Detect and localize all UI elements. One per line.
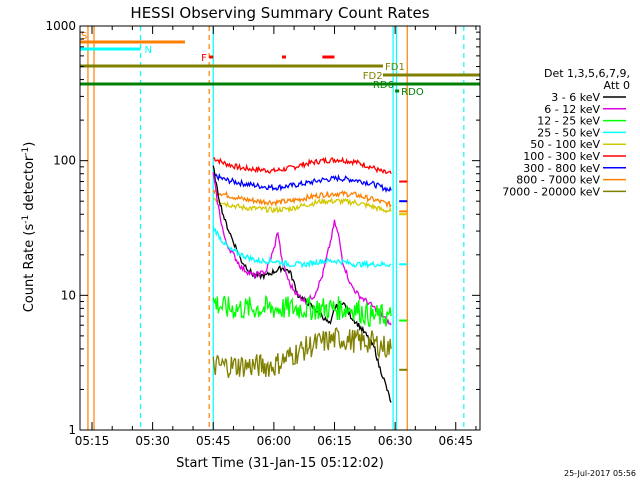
y-tick-label: 10 [61, 288, 76, 302]
state-bar-label: FD1 [385, 62, 405, 73]
legend-entry-label: 100 - 300 keV [523, 150, 600, 163]
y-tick-label: 100 [53, 154, 76, 168]
series-line [212, 171, 392, 194]
y-axis-label-main: Count Rate (s [22, 224, 37, 313]
legend-entry-label: 800 - 7000 keV [516, 174, 600, 187]
series-line [213, 156, 392, 175]
y-tick-label: 1 [68, 423, 76, 437]
series-line [212, 196, 392, 214]
x-tick-label: 05:15 [75, 434, 110, 448]
legend-entry-label: 300 - 800 keV [523, 162, 600, 175]
state-bar-label: FD2 [363, 71, 383, 82]
state-bar-label: RDO [401, 87, 424, 98]
x-tick-label: 05:30 [135, 434, 170, 448]
series-line [212, 189, 392, 209]
legend-entry-label: 6 - 12 keV [544, 103, 600, 116]
plot-area [87, 26, 465, 430]
plot-frame [79, 25, 481, 431]
state-bar-label: S [81, 31, 87, 42]
series-line [212, 294, 392, 327]
legend-header-line2: Att 0 [604, 79, 630, 92]
x-tick-label: 06:45 [438, 434, 473, 448]
y-axis-label-end: ) [22, 142, 37, 147]
x-axis-label: Start Time (31-Jan-15 05:12:02) [176, 456, 384, 471]
series-layer [212, 156, 408, 403]
state-bar-label: RD6 [373, 80, 394, 91]
axes-layer: 05:15 05:30 05:45 06:00 06:15 06:30 06:45 1 10 10… [45, 19, 481, 448]
series-line [212, 327, 392, 378]
x-tick-label: 06:30 [378, 434, 413, 448]
series-line [212, 165, 392, 403]
legend-entry-label: 12 - 25 keV [537, 115, 600, 128]
legend-entry-label: 50 - 100 keV [530, 138, 600, 151]
y-axis-label: Count Rate (s-1 detector-1) [21, 142, 37, 313]
y-axis-label-sup2: -1 [21, 147, 31, 156]
state-bar-label: F [201, 53, 207, 64]
legend-entry-label: 25 - 50 keV [537, 126, 600, 139]
legend-entry-label: 3 - 6 keV [551, 91, 600, 104]
y-axis-label-sup1: -1 [21, 215, 31, 224]
y-axis-label-mid: detector [22, 155, 37, 215]
legend-entry-label: 7000 - 20000 keV [502, 185, 600, 198]
x-tick-label: 05:45 [196, 434, 231, 448]
y-tick-label: 1000 [45, 19, 76, 33]
legend-header-line1: Det 1,3,5,6,7,9, [544, 67, 630, 80]
footer-date: 25-Jul-2017 05:56 [564, 469, 636, 478]
x-tick-label: 06:00 [257, 434, 292, 448]
series-line [212, 225, 392, 270]
state-bar-label: N [145, 45, 152, 56]
series-line [212, 172, 392, 326]
chart-title: HESSI Observing Summary Count Rates [130, 4, 429, 22]
x-tick-label: 06:15 [317, 434, 352, 448]
